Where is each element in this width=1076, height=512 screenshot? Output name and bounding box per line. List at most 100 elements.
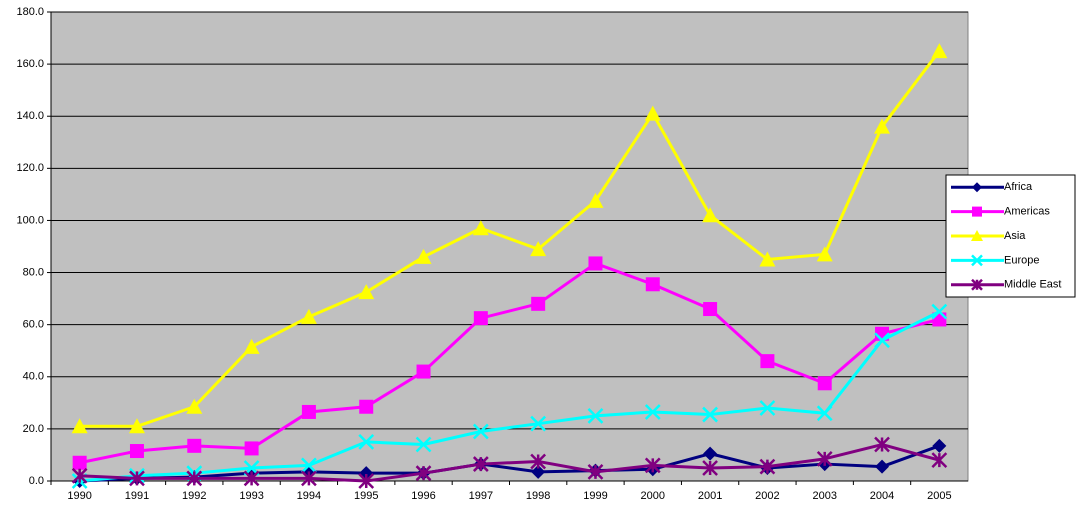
x-tick-label: 1993 [239,490,263,502]
y-tick-label: 20.0 [23,423,44,435]
marker [644,404,661,420]
legend-label: Asia [1004,230,1026,242]
marker [971,278,983,291]
y-tick-label: 60.0 [23,319,44,331]
marker [588,256,603,271]
x-tick-label: 1990 [67,490,91,502]
y-tick-label: 80.0 [23,266,44,278]
marker [645,277,660,292]
marker [415,465,432,482]
marker [359,399,374,414]
marker [759,251,776,267]
marker [644,457,661,474]
x-tick-label: 1996 [411,490,435,502]
marker [300,308,317,324]
marker [972,182,982,193]
legend-label: Europe [1004,254,1039,266]
marker [129,470,145,487]
marker [243,470,260,487]
series-line [79,310,941,483]
marker [587,407,604,424]
y-tick-label: 120.0 [16,162,44,174]
series-line [79,444,940,483]
marker [931,43,948,59]
marker [760,354,775,369]
legend-label: Americas [1004,206,1050,218]
marker [301,457,317,474]
x-tick-label: 2003 [812,490,836,502]
marker [472,456,489,472]
marker [816,405,833,422]
marker [186,470,203,487]
x-tick-label: 2001 [698,490,722,502]
marker [531,296,546,311]
marker [358,434,375,450]
marker [702,207,719,223]
marker [703,446,718,461]
marker [759,400,776,416]
x-tick-label: 2004 [870,490,894,502]
marker [587,463,604,480]
marker [644,105,661,121]
y-tick-label: 0.0 [29,475,44,487]
marker [71,467,88,484]
marker [244,441,259,456]
marker [816,246,833,262]
marker [531,464,546,479]
series-line [79,443,940,483]
y-tick-label: 160.0 [16,58,44,70]
x-tick-label: 1992 [182,490,206,502]
marker [358,284,375,300]
y-tick-label: 40.0 [23,371,44,383]
plot-area [50,11,969,482]
marker [415,248,432,264]
marker [759,458,776,475]
marker [587,192,604,208]
marker [129,444,144,459]
y-tick-label: 180.0 [16,6,44,18]
marker [931,303,948,320]
x-tick-label: 1998 [526,490,550,502]
y-tick-label: 140.0 [16,110,44,122]
marker [702,460,718,476]
marker [530,241,547,257]
x-tick-label: 1999 [583,490,607,502]
marker [931,452,948,469]
x-tick-label: 1991 [125,490,149,502]
marker [358,473,375,489]
marker [71,418,88,434]
marker [702,406,718,423]
marker [301,470,317,487]
series-line [79,261,940,465]
marker [530,415,547,432]
marker [472,220,489,236]
marker [415,436,432,453]
x-tick-label: 1995 [354,490,378,502]
y-tick-label: 100.0 [16,214,44,226]
marker [243,338,260,354]
marker [301,404,316,419]
marker [874,436,890,453]
marker [816,450,833,467]
marker [874,118,891,134]
marker [128,418,145,434]
marker [703,302,718,317]
x-tick-label: 2002 [755,490,779,502]
marker [817,376,832,391]
marker [187,438,202,453]
marker [932,438,947,453]
marker [472,423,489,440]
marker [186,398,203,414]
marker [972,206,982,217]
legend-label: Middle East [1004,279,1061,291]
marker [72,455,87,470]
x-tick-label: 2000 [641,490,665,502]
marker [530,453,547,470]
x-tick-label: 1994 [297,490,321,502]
x-tick-label: 2005 [927,490,951,502]
marker [473,311,488,326]
marker [971,230,983,241]
marker [416,364,431,379]
marker [874,332,890,349]
